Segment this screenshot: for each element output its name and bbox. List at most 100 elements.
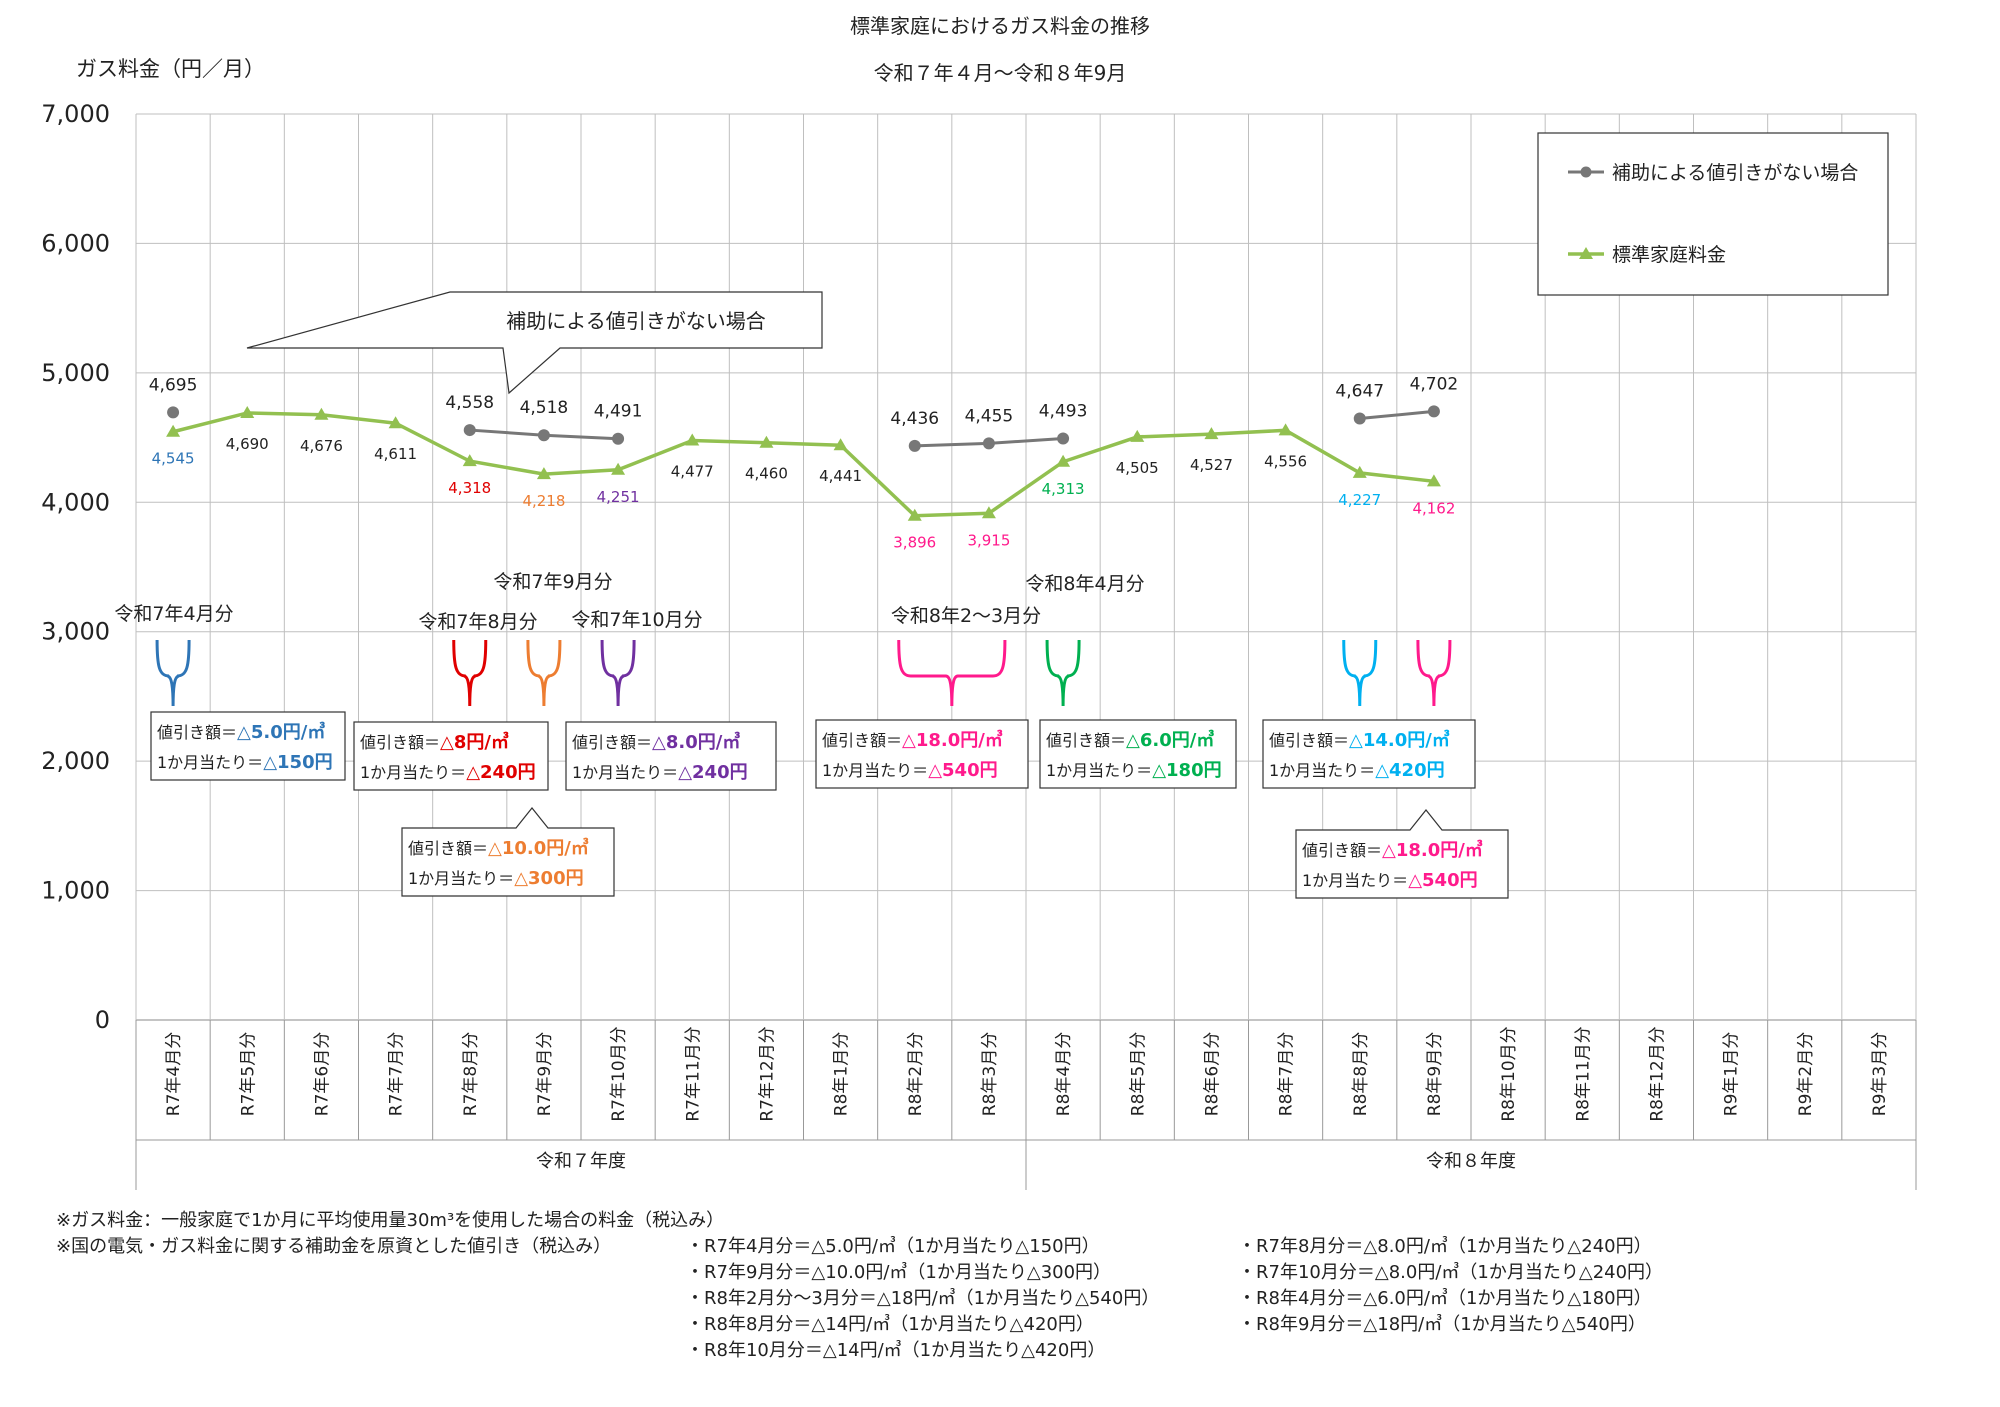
y-tick-label: 3,000 [41,618,110,646]
x-tick-label: R7年10月分 [609,1026,629,1121]
discount-monthly-value: △540円 [928,760,997,781]
discount-rate-value: △18.0円/㎥ [1382,839,1483,861]
discount-rate-label: 値引き額＝ [360,733,440,752]
discount-monthly-label: 1か月当たり＝ [408,869,514,888]
data-label-no-subsidy: 4,455 [965,406,1014,426]
x-tick-label: R8年2月分 [906,1032,926,1116]
data-label-no-subsidy: 4,493 [1039,401,1088,421]
point-standard [314,407,329,420]
data-label-standard: 3,915 [967,531,1010,549]
chart-subtitle: 令和７年４月～令和８年9月 [874,61,1127,85]
discount-monthly-label: 1か月当たり＝ [572,763,678,782]
x-tick-label: R8年7月分 [1277,1032,1297,1116]
discount-rate-text: 値引き額＝△10.0円/㎥ [408,837,589,859]
point-no-subsidy [463,424,476,437]
chart-title: 標準家庭におけるガス料金の推移 [850,14,1150,38]
x-tick-label: R7年11月分 [683,1026,703,1121]
point-standard [1056,454,1071,467]
data-label-standard: 4,505 [1116,459,1159,477]
data-label-standard: 4,556 [1264,452,1307,470]
x-tick-label: R8年12月分 [1647,1026,1667,1121]
point-standard [833,438,848,451]
fiscal-year-label: 令和８年度 [1426,1151,1516,1172]
discount-rate-value: △18.0円/㎥ [902,729,1003,751]
data-label-standard: 4,545 [152,450,195,468]
footnote-item: ・R7年8月分＝△8.0円/㎥（1か月当たり△240円） [1238,1236,1652,1257]
data-label-no-subsidy: 4,518 [520,398,569,418]
y-tick-label: 0 [95,1006,110,1034]
discount-bracket [600,639,636,707]
footnote-item: ・R8年4月分＝△6.0円/㎥（1か月当たり△180円） [1238,1288,1652,1309]
discount-monthly-label: 1か月当たり＝ [1046,761,1152,780]
discount-monthly-value: △240円 [466,762,535,783]
y-tick-label: 6,000 [41,229,110,257]
y-axis-label: ガス料金（円／月） [76,57,265,81]
x-tick-label: R8年9月分 [1425,1032,1445,1116]
discount-rate-label: 値引き額＝ [408,839,488,858]
discount-box [353,721,549,791]
data-labels-layer: 4,545 4,690 4,676 4,611 4,318 4,218 4,251 4,477… [149,291,1458,552]
x-tick-label: R9年2月分 [1796,1032,1816,1116]
x-tick-label: R7年5月分 [238,1032,258,1116]
x-tick-label: R8年4月分 [1054,1032,1074,1116]
discount-rate-value: △8円/㎥ [440,731,509,753]
point-no-subsidy [167,406,180,419]
x-tick-label: R8年11月分 [1573,1026,1593,1121]
point-standard [1204,427,1219,440]
data-label-no-subsidy: 4,491 [594,402,643,422]
point-standard [907,508,922,521]
discount-rate-label: 値引き額＝ [572,733,652,752]
x-tick-label: R7年4月分 [164,1032,184,1116]
discount-rate-label: 値引き額＝ [1269,731,1349,750]
data-label-standard: 4,690 [226,435,269,453]
discount-rate-label: 値引き額＝ [157,723,237,742]
discount-monthly-text: 1か月当たり＝△180円 [1046,760,1222,781]
y-tick-label: 4,000 [41,488,110,516]
discount-box [401,807,615,897]
discount-box [1262,719,1476,789]
point-no-subsidy [537,429,550,442]
discount-monthly-text: 1か月当たり＝△420円 [1269,760,1445,781]
data-label-standard: 4,460 [745,465,788,483]
discount-monthly-text: 1か月当たり＝△300円 [408,868,584,889]
discount-monthly-label: 1か月当たり＝ [822,761,928,780]
discount-rate-value: △5.0円/㎥ [237,721,325,743]
y-tick-label: 2,000 [41,747,110,775]
data-label-no-subsidy: 4,695 [149,375,198,395]
x-tick-label: R8年10月分 [1499,1026,1519,1121]
data-label-no-subsidy: 4,558 [445,393,494,413]
series-layer [166,405,1441,521]
data-label-standard: 4,318 [448,479,491,497]
discount-box [150,711,346,781]
series-line-no-subsidy [1359,409,1435,421]
discount-rate-label: 値引き額＝ [1046,731,1126,750]
discount-rate-value: △6.0円/㎥ [1126,729,1214,751]
point-no-subsidy [1427,405,1440,418]
discount-monthly-value: △180円 [1152,760,1221,781]
series-line-standard [172,411,1435,518]
point-standard [685,433,700,446]
point-standard [611,462,626,475]
discount-rate-text: 値引き額＝△18.0円/㎥ [1302,839,1483,861]
point-standard [536,467,551,480]
data-label-standard: 4,162 [1412,499,1455,517]
discount-monthly-value: △240円 [678,762,747,783]
discount-period-label: 令和7年8月分 [418,611,537,633]
discount-rate-value: △8.0円/㎥ [652,731,740,753]
discount-period-label: 令和7年9月分 [493,571,612,593]
callout-box [246,291,823,395]
y-tick-label: 7,000 [41,100,110,128]
x-tick-label: R7年7月分 [387,1032,407,1116]
discount-rate-text: 値引き額＝△5.0円/㎥ [157,721,325,743]
x-tick-label: R8年6月分 [1202,1032,1222,1116]
data-label-no-subsidy: 4,436 [890,409,939,429]
discount-monthly-label: 1か月当たり＝ [157,753,263,772]
x-tick-label: R7年8月分 [461,1032,481,1116]
discount-bracket [452,639,488,707]
data-label-standard: 4,227 [1338,491,1381,509]
axes-layer: 0 1,000 2,000 3,000 4,000 5,000 6,000 7,000 R7年4… [41,100,1917,1190]
legend-marker-standard [1579,247,1593,259]
discount-box [1295,809,1509,899]
